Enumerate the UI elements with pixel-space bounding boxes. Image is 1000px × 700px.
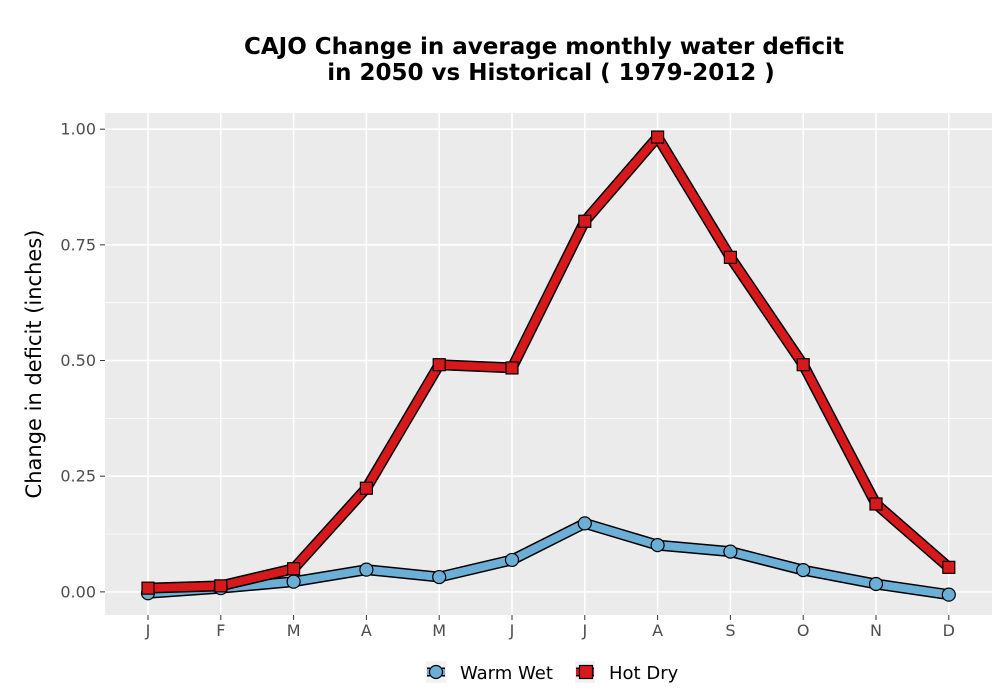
point-warm-wet: [941, 587, 956, 602]
point-hot-dry: [578, 214, 592, 228]
point-hot-dry: [505, 361, 519, 375]
legend-label-warm-wet: Warm Wet: [460, 663, 553, 684]
point-hot-dry: [141, 581, 155, 595]
y-tick-label: 0.75: [60, 235, 96, 254]
point-hot-dry: [869, 497, 883, 511]
point-hot-dry: [796, 358, 810, 372]
point-hot-dry: [942, 560, 956, 574]
legend-marker-hot-dry: [578, 664, 594, 680]
point-warm-wet: [796, 563, 811, 578]
x-tick-label: F: [216, 621, 225, 640]
y-axis: 0.00 0.25 0.50 0.75 1.00: [60, 120, 105, 601]
point-warm-wet: [577, 516, 592, 531]
point-warm-wet: [504, 552, 520, 568]
point-hot-dry: [723, 250, 738, 264]
point-warm-wet: [723, 544, 738, 559]
series-line-hot-dry: [144, 133, 953, 593]
x-tick-label: M: [432, 621, 446, 640]
chart-title-line-1: CAJO Change in average monthly water def…: [244, 34, 844, 60]
y-axis-title: Change in deficit (inches): [22, 230, 46, 499]
y-tick-label: 0.25: [60, 467, 96, 486]
y-tick-label: 0.50: [60, 351, 96, 370]
x-tick-label: A: [361, 621, 372, 640]
x-tick-label: S: [725, 621, 735, 640]
legend-marker-warm-wet: [428, 664, 444, 680]
point-warm-wet: [868, 576, 884, 592]
point-warm-wet: [432, 569, 447, 585]
plot-panel: [105, 113, 992, 615]
x-tick-label: O: [797, 621, 810, 640]
x-tick-label: A: [652, 621, 663, 640]
series-line-warm-wet: [144, 519, 953, 599]
point-hot-dry: [359, 481, 373, 495]
y-tick-label: 1.00: [60, 120, 96, 139]
point-warm-wet: [359, 562, 374, 577]
point-warm-wet: [286, 574, 301, 589]
legend: Warm Wet Hot Dry: [426, 661, 679, 684]
x-tick-label: D: [943, 621, 955, 640]
x-tick-label: J: [581, 621, 587, 640]
x-tick-label: J: [509, 621, 515, 640]
point-hot-dry: [432, 358, 446, 372]
chart-title-line-2: in 2050 vs Historical ( 1979-2012 ): [327, 60, 774, 86]
data-series: [140, 130, 956, 602]
x-tick-label: J: [145, 621, 151, 640]
point-warm-wet: [650, 538, 665, 553]
x-tick-label: N: [870, 621, 882, 640]
y-tick-label: 0.00: [60, 582, 96, 601]
x-tick-label: M: [287, 621, 301, 640]
point-hot-dry: [287, 562, 301, 576]
point-hot-dry: [650, 130, 665, 144]
point-hot-dry: [214, 579, 228, 593]
legend-label-hot-dry: Hot Dry: [609, 663, 679, 684]
